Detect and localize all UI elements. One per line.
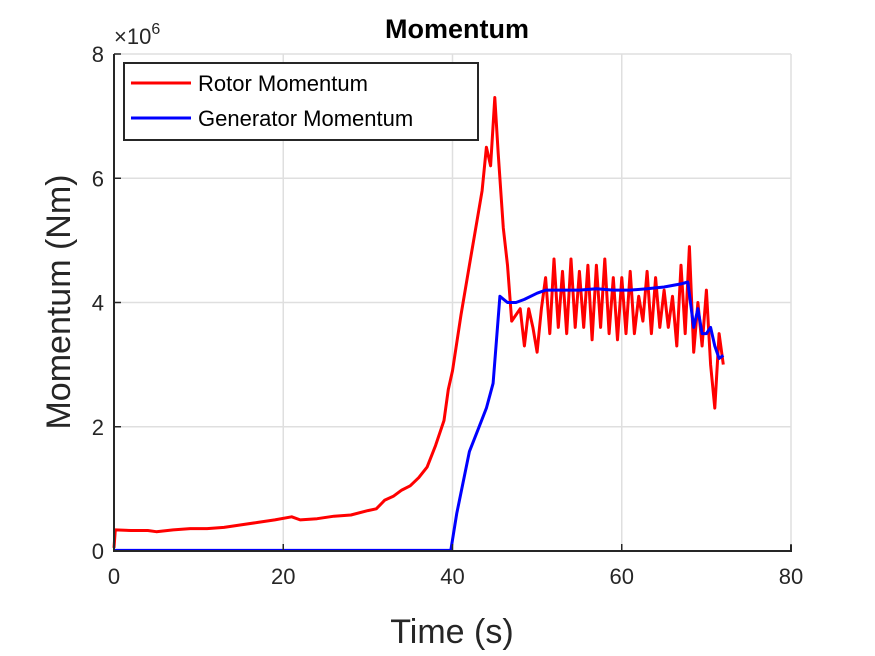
y-exponent-power: 6 [151, 21, 160, 38]
x-tick-label: 20 [271, 564, 295, 589]
y-tick-label: 4 [92, 291, 104, 316]
tick-labels: 0 20 40 60 80 0 2 4 6 8 [92, 42, 803, 589]
y-tick-label: 0 [92, 539, 104, 564]
x-tick-label: 40 [440, 564, 464, 589]
y-exponent-label: ×106 [114, 21, 160, 49]
x-tick-label: 0 [108, 564, 120, 589]
x-tick-label: 80 [779, 564, 803, 589]
y-tick-label: 8 [92, 42, 104, 67]
x-axis-label: Time (s) [390, 613, 513, 651]
legend-label-rotor: Rotor Momentum [198, 71, 368, 96]
y-axis-label: Momentum (Nm) [40, 174, 78, 429]
axes [113, 53, 792, 552]
legend-label-generator: Generator Momentum [198, 106, 413, 131]
chart-title: Momentum [385, 14, 529, 44]
series-line-0 [112, 96, 725, 549]
y-tick-label: 6 [92, 166, 104, 191]
series-layer [112, 96, 725, 552]
y-exponent-base: ×10 [114, 24, 151, 49]
y-tick-label: 2 [92, 415, 104, 440]
legend-box [123, 62, 479, 141]
series-line-1 [114, 280, 725, 552]
x-tick-label: 60 [610, 564, 634, 589]
legend: Rotor Momentum Generator Momentum [123, 62, 479, 141]
